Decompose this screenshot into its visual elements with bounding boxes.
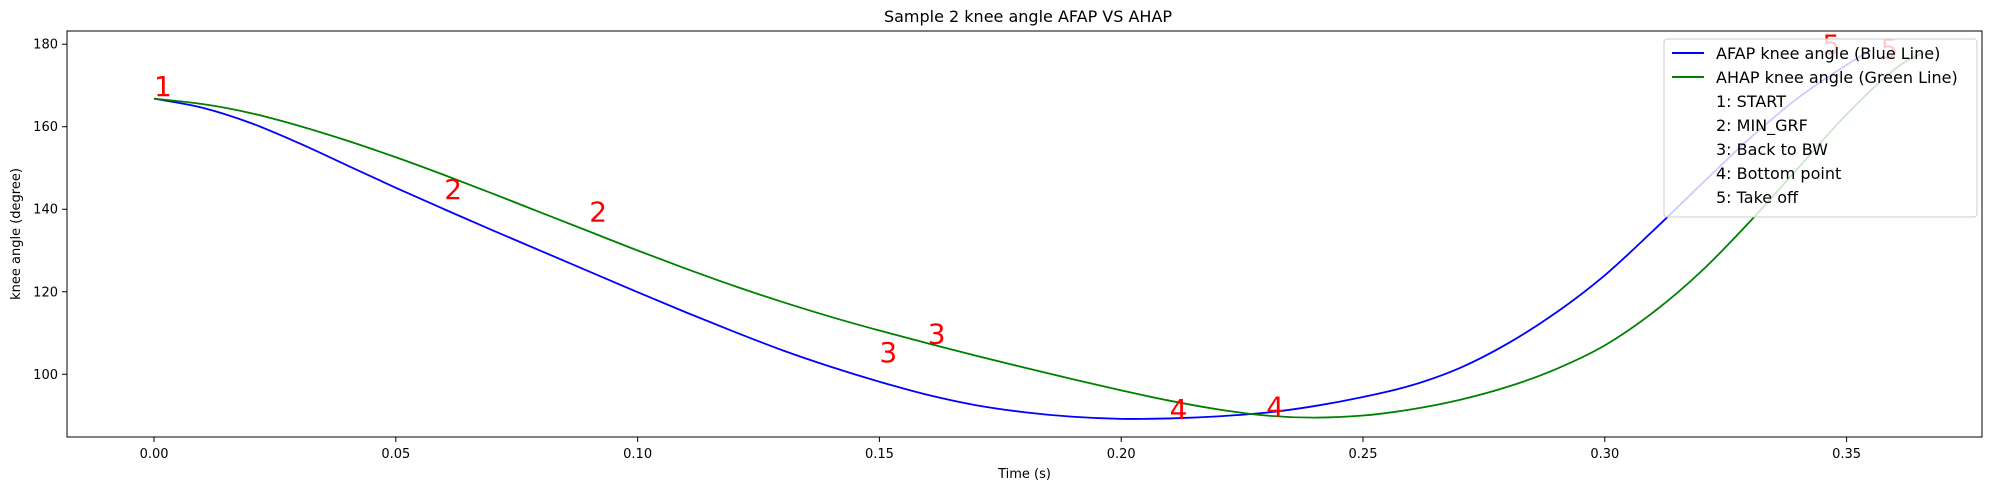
event-marker-label: 1: [154, 70, 172, 103]
event-marker-label: 3: [879, 336, 897, 369]
x-tick-label: 0.20: [1107, 447, 1136, 462]
chart-title: Sample 2 knee angle AFAP VS AHAP: [884, 7, 1172, 26]
x-tick-label: 0.00: [140, 447, 169, 462]
x-axis-label: Time (s): [997, 467, 1051, 482]
legend-entry: AHAP knee angle (Green Line): [1716, 68, 1958, 87]
y-tick-label: 180: [33, 38, 58, 53]
legend-box: [1663, 38, 1978, 218]
legend-note: 1: START: [1716, 92, 1786, 111]
plot-lines: [153, 49, 1925, 420]
series-line-1: [153, 49, 1872, 420]
x-tick-label: 0.15: [865, 447, 894, 462]
legend-note: 3: Back to BW: [1716, 140, 1828, 159]
x-tick-label: 0.25: [1349, 447, 1378, 462]
series-line-2: [153, 51, 1925, 419]
x-axis-ticks: 0.00 0.05 0.10 0.15 0.20 0.25 0.30 0.35: [140, 437, 1861, 462]
legend-note: 5: Take off: [1716, 188, 1799, 207]
y-tick-label: 140: [33, 203, 58, 218]
event-marker-label: 2: [589, 196, 607, 229]
legend: AFAP knee angle (Blue Line) AHAP knee ang…: [1663, 38, 1978, 218]
legend-entry: AFAP knee angle (Blue Line): [1716, 44, 1940, 63]
event-marker-label: 4: [1266, 390, 1284, 423]
x-tick-label: 0.05: [381, 447, 410, 462]
x-tick-label: 0.30: [1590, 447, 1619, 462]
plot-frame: [66, 30, 1983, 438]
event-marker-label: 3: [928, 317, 946, 350]
y-tick-label: 120: [33, 285, 58, 300]
event-marker-label: 4: [1170, 393, 1188, 426]
x-tick-label: 0.35: [1832, 447, 1861, 462]
y-axis-ticks: 100 120 140 160 180: [33, 38, 67, 383]
y-tick-label: 160: [33, 120, 58, 135]
y-tick-label: 100: [33, 368, 58, 383]
event-marker-label: 2: [444, 173, 462, 206]
legend-note: 2: MIN_GRF: [1716, 116, 1808, 136]
x-tick-label: 0.10: [623, 447, 652, 462]
legend-note: 4: Bottom point: [1716, 164, 1841, 183]
plot-annotations: 122334455: [154, 29, 1898, 426]
y-axis-label: knee angle (degree): [9, 168, 24, 300]
